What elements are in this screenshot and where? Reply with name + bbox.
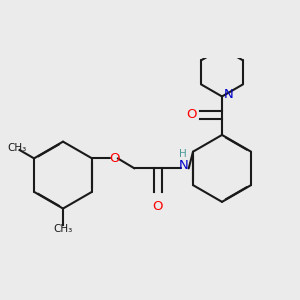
- Text: H: H: [179, 149, 187, 159]
- Text: O: O: [187, 108, 197, 122]
- Text: O: O: [153, 200, 163, 213]
- Text: CH₃: CH₃: [7, 143, 26, 153]
- Text: N: N: [179, 159, 189, 172]
- Text: CH₃: CH₃: [53, 224, 73, 234]
- Text: N: N: [224, 88, 233, 101]
- Text: O: O: [109, 152, 120, 165]
